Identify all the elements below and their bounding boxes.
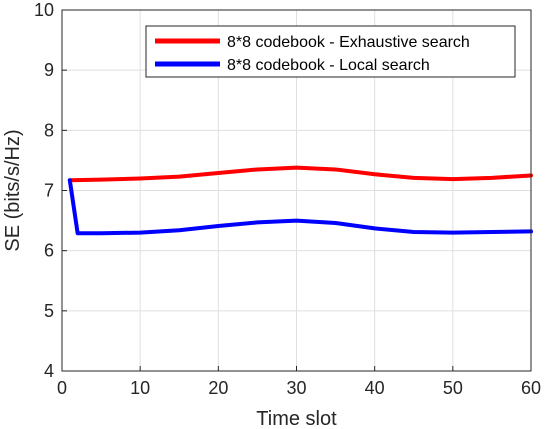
x-tick-label: 50 [443, 378, 463, 398]
x-axis-title: Time slot [256, 408, 337, 429]
y-tick-label: 5 [44, 301, 54, 321]
y-tick-label: 10 [34, 0, 54, 20]
legend: 8*8 codebook - Exhaustive search 8*8 cod… [145, 25, 516, 78]
x-tick-label: 40 [365, 378, 385, 398]
x-tick-label: 10 [130, 378, 150, 398]
exhaustive-search-line [67, 165, 533, 183]
x-tick-label: 60 [521, 378, 541, 398]
legend-box [145, 25, 516, 78]
y-tick-label: 6 [44, 241, 54, 261]
legend-label-exhaustive: 8*8 codebook - Exhaustive search [227, 34, 470, 51]
x-axis-ticks: 0 10 20 30 40 50 60 [57, 366, 541, 398]
legend-label-local: 8*8 codebook - Local search [227, 57, 430, 74]
y-tick-label: 7 [44, 181, 54, 201]
y-tick-label: 8 [44, 120, 54, 140]
x-tick-label: 30 [286, 378, 306, 398]
y-axis-ticks: 4 5 6 7 8 9 10 [34, 0, 67, 381]
plot-frame [61, 9, 532, 372]
y-axis-title: SE (bits/s/Hz) [2, 129, 24, 251]
y-tick-label: 9 [44, 60, 54, 80]
x-tick-label: 20 [208, 378, 228, 398]
x-tick-label: 0 [57, 378, 67, 398]
series-lines [67, 165, 533, 236]
local-search-line [67, 178, 533, 236]
y-tick-label: 4 [44, 361, 54, 381]
